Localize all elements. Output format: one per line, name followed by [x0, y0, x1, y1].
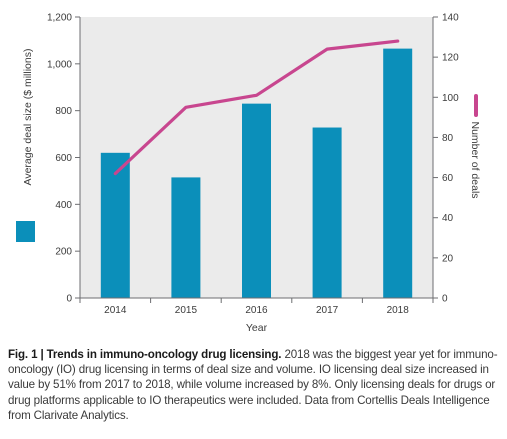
right-tick-label: 140: [442, 13, 459, 24]
x-tick-label: 2017: [316, 305, 339, 316]
right-tick-label: 20: [442, 253, 454, 264]
right-y-axis: 0 20 40 60 80 100 120 140: [432, 13, 459, 305]
right-tick-label: 40: [442, 213, 454, 224]
bar-series: [100, 48, 413, 299]
right-tick-label: 100: [442, 93, 459, 104]
left-tick-label: 1,000: [47, 59, 72, 70]
x-tick-label: 2018: [387, 305, 410, 316]
right-y-axis-title: Number of deals: [469, 121, 481, 198]
bar-2018: [383, 48, 413, 298]
bar-2017: [312, 127, 342, 298]
left-tick-label: 800: [55, 106, 72, 117]
x-axis-title: Year: [246, 322, 268, 334]
right-tick-label: 0: [442, 294, 448, 305]
bar-2016: [242, 103, 271, 299]
caption-body: 2018 was the biggest year yet for immuno…: [8, 348, 498, 422]
bar-2015: [171, 177, 201, 298]
figure-caption: Fig. 1 | Trends in immuno-oncology drug …: [8, 347, 502, 423]
bar-2014: [100, 152, 130, 298]
right-tick-label: 80: [442, 133, 454, 144]
right-tick-label: 120: [442, 53, 459, 64]
legend-line-swatch: [474, 94, 478, 117]
left-y-axis-title: Average deal size ($ millions): [22, 49, 34, 186]
left-tick-label: 600: [55, 153, 72, 164]
x-tick-label: 2015: [175, 305, 198, 316]
left-tick-label: 400: [55, 200, 72, 211]
left-tick-label: 200: [55, 247, 72, 258]
legend-bar-swatch: [16, 221, 35, 242]
left-tick-label: 1,200: [47, 13, 72, 24]
caption-heading: Fig. 1 | Trends in immuno-oncology drug …: [8, 348, 282, 361]
x-tick-label: 2016: [245, 305, 268, 316]
deals-line-series: [113, 39, 400, 176]
right-tick-label: 60: [442, 173, 454, 184]
x-tick-label: 2014: [104, 305, 127, 316]
combo-chart: 0 200 400 600 800 1,000 1,200 0 20 40 60 80 100 120 1…: [16, 13, 481, 334]
left-y-axis: 0 200 400 600 800 1,000 1,200: [47, 13, 81, 305]
x-axis: 2014 2015 2016 2017 2018: [79, 297, 434, 316]
left-tick-label: 0: [66, 294, 72, 305]
